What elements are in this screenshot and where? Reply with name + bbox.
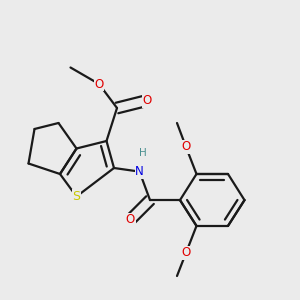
Text: N: N (135, 165, 144, 178)
Text: O: O (182, 140, 190, 154)
Text: O: O (182, 246, 190, 260)
Text: O: O (94, 77, 103, 91)
Text: S: S (73, 190, 80, 203)
Text: H: H (139, 148, 146, 158)
Text: O: O (126, 213, 135, 226)
Text: O: O (142, 94, 152, 107)
